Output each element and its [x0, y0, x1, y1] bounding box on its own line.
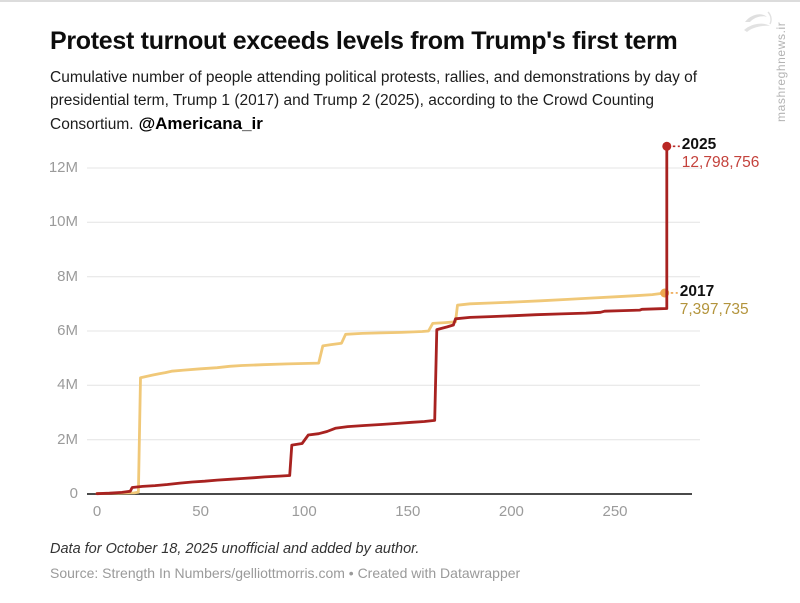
- y-axis-tick-10M: 10M: [48, 213, 78, 231]
- y-axis-tick-12M: 12M: [48, 158, 78, 176]
- x-axis-tick-200: 200: [498, 503, 524, 520]
- y-axis-tick-6M: 6M: [57, 321, 78, 339]
- x-axis-tick-100: 100: [291, 503, 317, 520]
- series-line-2017: [95, 291, 667, 495]
- data-note: Data for October 18, 2025 unofficial and…: [50, 541, 420, 557]
- x-axis-tick-0: 0: [92, 503, 102, 520]
- x-axis-tick-150: 150: [395, 503, 421, 520]
- mashregh-news-logo-icon: [744, 11, 772, 32]
- y-axis-tick-0: 0: [69, 485, 78, 502]
- y-axis-tick-4M: 4M: [57, 376, 78, 394]
- series-end-dot-2025: [662, 141, 672, 151]
- y-axis-tick-8M: 8M: [57, 267, 78, 285]
- page-title: Protest turnout exceeds levels from Trum…: [50, 27, 678, 55]
- x-axis-tick-250: 250: [602, 503, 628, 520]
- series-value-2017: 7,397,735: [679, 300, 749, 318]
- series-name-2017: 2017: [679, 282, 715, 300]
- series-line-2025: [95, 144, 669, 496]
- source-attribution: Source: Strength In Numbers/gelliottmorr…: [50, 565, 521, 581]
- y-axis-tick-2M: 2M: [57, 430, 78, 448]
- series-value-2025: 12,798,756: [681, 154, 760, 172]
- x-axis-tick-50: 50: [192, 503, 209, 520]
- watermark-site-text: mashreghnews.ir: [774, 21, 788, 122]
- chart-description: Cumulative number of people attending po…: [50, 66, 702, 136]
- series-label-2017: 2017 7,397,735: [680, 283, 749, 319]
- author-handle: @Americana_ir: [138, 114, 263, 133]
- series-name-2025: 2025: [681, 136, 717, 154]
- series-label-2025: 2025 12,798,756: [682, 136, 760, 172]
- top-border-line: [0, 0, 800, 2]
- chart-description-text: Cumulative number of people attending po…: [50, 69, 698, 133]
